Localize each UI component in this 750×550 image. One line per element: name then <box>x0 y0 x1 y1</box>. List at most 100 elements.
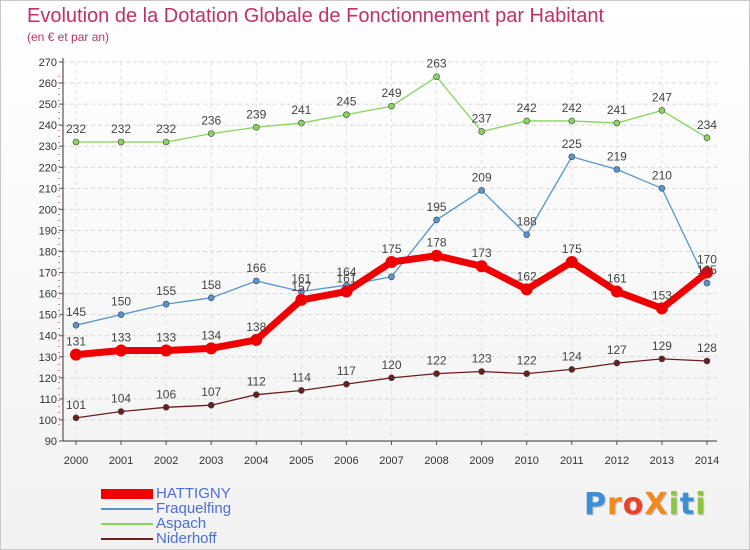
data-label-fraquelfing: 188 <box>517 215 537 229</box>
data-label-niderhoff: 101 <box>66 398 86 412</box>
point-niderhoff <box>298 387 305 394</box>
point-niderhoff <box>703 357 711 365</box>
data-label-aspach: 245 <box>336 95 356 109</box>
point-aspach <box>252 123 260 131</box>
y-tick-label: 210 <box>39 183 57 195</box>
point-aspach <box>433 73 440 81</box>
x-tick-label: 2003 <box>199 455 223 467</box>
data-label-niderhoff: 122 <box>517 354 537 368</box>
x-tick-label: 2011 <box>560 455 584 467</box>
x-tick-label: 2004 <box>244 455 268 467</box>
legend-label: Aspach <box>156 515 207 532</box>
point-hattigny <box>250 333 263 346</box>
point-aspach <box>72 138 80 146</box>
logo-letter: i <box>695 487 707 522</box>
data-label-niderhoff: 127 <box>607 343 627 357</box>
data-label-hattigny: 170 <box>697 253 717 267</box>
y-tick-label: 260 <box>39 78 57 90</box>
y-tick-label: 220 <box>39 162 57 174</box>
point-hattigny <box>70 348 82 361</box>
y-tick-label: 250 <box>39 99 57 111</box>
legend-swatch <box>101 489 153 499</box>
data-label-hattigny: 175 <box>562 242 582 256</box>
data-label-aspach: 247 <box>652 90 672 104</box>
proxiti-logo: ProXiti <box>584 487 707 522</box>
data-label-niderhoff: 123 <box>472 352 492 366</box>
point-hattigny <box>655 302 668 315</box>
data-label-niderhoff: 107 <box>201 385 221 399</box>
point-hattigny <box>430 249 443 262</box>
legend-label: Fraquelfing <box>156 500 232 517</box>
data-label-hattigny: 133 <box>156 330 176 344</box>
x-tick-label: 2007 <box>379 455 403 467</box>
data-label-hattigny: 134 <box>201 328 221 342</box>
x-tick-label: 2005 <box>289 455 313 467</box>
data-label-aspach: 234 <box>697 118 717 132</box>
data-label-hattigny: 157 <box>291 280 311 294</box>
point-fraquelfing <box>117 311 125 318</box>
point-hattigny <box>610 285 623 298</box>
y-tick-label: 180 <box>39 247 57 259</box>
data-label-niderhoff: 128 <box>697 341 717 355</box>
point-niderhoff <box>613 359 621 367</box>
point-niderhoff <box>433 370 440 377</box>
data-label-aspach: 232 <box>111 122 131 136</box>
point-hattigny <box>520 283 533 296</box>
x-tick-label: 2001 <box>109 455 133 467</box>
x-tick-label: 2008 <box>424 455 448 467</box>
y-tick-label: 130 <box>39 352 57 364</box>
y-tick-label: 270 <box>39 57 57 69</box>
x-tick-label: 2002 <box>154 455 178 467</box>
x-tick-label: 2010 <box>514 455 538 467</box>
x-tick-label: 2000 <box>64 455 88 467</box>
point-niderhoff <box>658 355 666 363</box>
point-aspach <box>117 138 125 146</box>
point-hattigny <box>385 256 398 269</box>
point-niderhoff <box>72 414 80 422</box>
data-label-aspach: 249 <box>381 86 401 100</box>
data-label-fraquelfing: 161 <box>291 272 311 286</box>
y-tick-label: 120 <box>39 373 57 385</box>
point-hattigny <box>475 260 488 273</box>
point-aspach <box>207 130 215 137</box>
data-label-hattigny: 131 <box>66 335 86 349</box>
point-aspach <box>162 138 170 146</box>
data-label-hattigny: 153 <box>652 288 672 302</box>
logo-letter: X <box>644 487 669 522</box>
x-tick-label: 2009 <box>469 455 493 467</box>
point-fraquelfing <box>478 187 485 194</box>
data-label-aspach: 241 <box>291 103 311 117</box>
data-label-fraquelfing: 195 <box>427 200 447 214</box>
legend-swatch <box>101 538 153 540</box>
y-tick-label: 150 <box>39 310 57 322</box>
point-niderhoff <box>252 391 260 398</box>
data-label-fraquelfing: 155 <box>156 284 176 298</box>
y-tick-label: 240 <box>39 120 57 132</box>
legend-item-niderhoff: Niderhoff <box>101 530 401 547</box>
point-fraquelfing <box>72 321 80 329</box>
point-hattigny <box>295 293 308 306</box>
data-label-aspach: 232 <box>156 122 176 136</box>
y-tick-label: 110 <box>39 394 57 406</box>
x-tick-label: 2006 <box>334 455 358 467</box>
data-label-aspach: 232 <box>66 122 86 136</box>
data-label-hattigny: 138 <box>246 320 266 334</box>
legend-swatch <box>101 508 153 510</box>
point-fraquelfing <box>207 294 215 302</box>
data-label-niderhoff: 114 <box>292 370 311 384</box>
point-hattigny <box>115 344 128 357</box>
point-niderhoff <box>478 368 485 375</box>
point-aspach <box>343 111 350 118</box>
data-label-niderhoff: 120 <box>381 358 401 372</box>
data-label-fraquelfing: 164 <box>336 265 356 279</box>
point-aspach <box>523 117 531 125</box>
point-hattigny <box>205 342 218 355</box>
legend-swatch <box>101 523 153 525</box>
y-tick-label: 230 <box>39 141 57 153</box>
point-niderhoff <box>162 404 170 411</box>
data-label-hattigny: 162 <box>517 269 537 283</box>
chart-subtitle: (en € et par an) <box>27 30 110 44</box>
point-aspach <box>658 107 666 114</box>
data-label-hattigny: 133 <box>111 330 131 344</box>
